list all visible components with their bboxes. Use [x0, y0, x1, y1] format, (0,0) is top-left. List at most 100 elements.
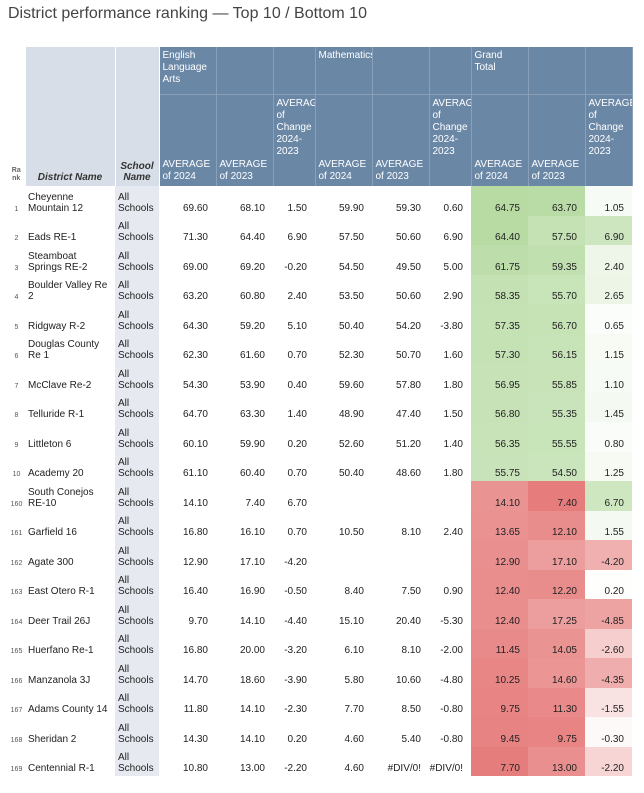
math-value-cell: 1.40 [443, 438, 463, 450]
math-value-cell [315, 481, 372, 511]
ela-value-cell: 14.70 [182, 674, 208, 686]
math-value-cell: 59.90 [338, 202, 364, 214]
school-name-cell: All Schools [115, 274, 159, 304]
grand-total-value-cell: -2.60 [585, 628, 632, 658]
grand-total-value-cell: 0.20 [585, 569, 632, 599]
ela-value-cell: 13.00 [239, 763, 265, 774]
ela-value-cell: 0.70 [287, 468, 307, 479]
grand-total-value-cell: 2.65 [585, 274, 632, 304]
math-value-cell: 50.40 [338, 468, 364, 479]
grand-total-value-cell: 56.95 [471, 363, 528, 393]
district-name-cell: East Otero R-1 [28, 586, 95, 597]
grand-total-value-cell: 2.40 [585, 245, 632, 275]
ela-change-header[interactable]: AVERAGE of Change 2024-2023 [273, 94, 316, 186]
table-row: 161 Garfield 16 All Schools 16.80 16.10 0.70 1… [8, 510, 632, 540]
ela-value-cell: 6.90 [287, 232, 307, 243]
grand-total-value-cell: 56.15 [528, 333, 585, 363]
grand-total-avg-2023-header[interactable]: AVERAGE of 2023 [528, 94, 586, 186]
grand-total-value-cell: 14.10 [471, 481, 528, 511]
ela-value-cell: 12.90 [182, 556, 208, 568]
math-group-spacer [372, 47, 430, 95]
math-value-cell: 20.40 [395, 615, 421, 627]
district-name-cell: Littleton 6 [28, 438, 72, 450]
grand-total-value-cell: 1.10 [585, 363, 632, 393]
school-name-cell: All Schools [115, 569, 159, 599]
grand-total-value-cell: 64.75 [471, 186, 528, 216]
grand-total-value-cell: 58.35 [471, 274, 528, 304]
ela-value-cell: 61.60 [239, 350, 265, 361]
grand-total-value-cell: 12.40 [471, 569, 528, 599]
math-change-header[interactable]: AVERAGE of Change 2024-2023 [429, 94, 472, 186]
ela-value-cell: 1.50 [287, 202, 307, 214]
math-value-cell: 1.50 [443, 409, 463, 420]
school-name-cell: All Schools [115, 304, 159, 334]
rank-cell: 161 [10, 530, 23, 537]
ela-value-cell: 0.40 [287, 379, 307, 391]
ela-value-cell: 63.30 [239, 409, 265, 420]
grand-total-value-cell: 1.15 [585, 333, 632, 363]
grand-total-avg-2024-header[interactable]: AVERAGE of 2024 [471, 94, 529, 186]
district-name-cell: South Conejos RE-10 [28, 486, 94, 509]
table-row: 160 South Conejos RE-10 All Schools 14.10 7.… [8, 481, 632, 511]
district-name-cell: Adams County 14 [28, 704, 108, 715]
math-avg-2024-header[interactable]: AVERAGE of 2024 [315, 94, 373, 186]
rank-cell: 163 [10, 589, 23, 596]
math-value-cell: 8.10 [401, 527, 421, 538]
grand-total-value-cell: 1.05 [585, 186, 632, 216]
school-name-cell: All Schools [115, 599, 159, 629]
ela-group-spacer [273, 47, 316, 95]
district-name-header[interactable]: District Name [25, 47, 116, 186]
ela-value-cell: -4.20 [284, 556, 307, 568]
math-value-cell: -4.80 [440, 674, 463, 686]
ela-value-cell: 60.80 [239, 291, 265, 302]
math-value-cell: 15.10 [338, 615, 364, 627]
ela-value-cell: -2.30 [284, 704, 307, 715]
ela-value-cell: 64.40 [239, 232, 265, 243]
district-name-cell: Boulder Valley Re 2 [28, 280, 108, 302]
ela-value-cell: -4.40 [284, 615, 307, 627]
math-value-cell: 8.50 [401, 704, 421, 715]
math-value-cell: 0.90 [443, 586, 463, 597]
math-value-cell: 49.50 [395, 261, 421, 273]
ela-value-cell: 63.20 [182, 291, 208, 302]
rank-cell: 10 [12, 471, 21, 478]
rank-cell: 8 [14, 412, 19, 419]
grand-total-value-cell: 63.70 [528, 186, 585, 216]
math-value-cell: 59.60 [338, 379, 364, 391]
table-row: 166 Manzanola 3J All Schools 14.70 18.60 -3.9… [8, 658, 632, 688]
grand-total-change-header[interactable]: AVERAGE of Change 2024-2023 [585, 94, 633, 186]
grand-total-value-cell: 13.00 [528, 746, 585, 776]
grand-total-value-cell: 7.70 [471, 746, 528, 776]
ela-avg-2024-header[interactable]: AVERAGE of 2024 [159, 94, 217, 186]
math-group-spacer [429, 47, 472, 95]
math-avg-2023-header[interactable]: AVERAGE of 2023 [372, 94, 430, 186]
grand-total-value-cell: 55.35 [528, 392, 585, 422]
math-value-cell: 2.90 [443, 291, 463, 302]
ela-value-cell: 11.80 [183, 704, 208, 715]
math-value-cell: 8.40 [344, 586, 364, 597]
grand-total-value-cell: 57.30 [471, 333, 528, 363]
school-name-cell: All Schools [115, 687, 159, 717]
rank-cell: 5 [14, 323, 19, 331]
table-row: 169 Centennial R-1 All Schools 10.80 13.00 -2… [8, 746, 632, 776]
ela-value-cell: 0.20 [287, 438, 307, 450]
ela-value-cell: 54.30 [182, 379, 208, 391]
grand-total-value-cell: 17.25 [528, 599, 585, 629]
math-value-cell: 2.40 [443, 527, 463, 538]
rank-cell: 162 [10, 559, 23, 567]
grand-total-value-cell: -4.85 [585, 599, 632, 629]
ela-value-cell: 5.10 [287, 320, 307, 332]
math-value-cell: 57.50 [338, 232, 364, 243]
ranking-table: Ra nk District Name School Name English … [8, 47, 633, 776]
grand-total-value-cell: 14.05 [528, 628, 585, 658]
school-name-header[interactable]: School Name [115, 47, 160, 186]
table-row: 165 Huerfano Re-1 All Schools 16.80 20.00 -3.… [8, 628, 632, 658]
math-value-cell: 6.90 [443, 232, 463, 243]
district-name-cell: McClave Re-2 [28, 379, 92, 391]
ela-value-cell: 16.90 [239, 586, 265, 597]
ela-avg-2023-header[interactable]: AVERAGE of 2023 [216, 94, 274, 186]
math-value-cell [372, 481, 429, 511]
grand-total-value-cell: 9.75 [471, 687, 528, 717]
math-value-cell: 50.60 [395, 291, 421, 302]
grand-total-value-cell: 1.25 [585, 451, 632, 481]
